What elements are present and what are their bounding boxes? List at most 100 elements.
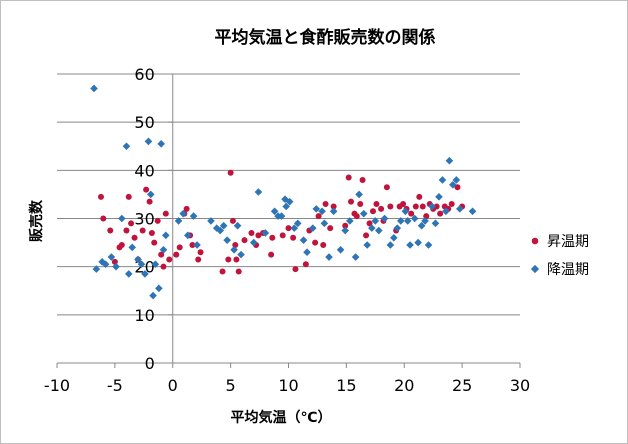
point-warming: [148, 229, 155, 236]
point-cooling: [442, 207, 450, 216]
point-warming: [118, 241, 125, 248]
point-warming: [154, 217, 161, 224]
point-warming: [279, 232, 286, 239]
point-cooling: [393, 224, 402, 232]
x-axis-title: 平均気温（℃）: [231, 409, 332, 426]
x-tick-label: 30: [510, 376, 530, 395]
point-warming: [416, 193, 423, 200]
point-cooling: [174, 217, 183, 225]
chart-title: 平均気温と食酢販売数の関係: [215, 27, 436, 48]
point-warming: [315, 213, 322, 220]
x-tick-label: -10: [44, 376, 70, 395]
point-warming: [348, 198, 355, 205]
point-cooling: [309, 224, 317, 232]
point-cooling: [90, 84, 98, 93]
point-cooling: [396, 217, 405, 225]
point-cooling: [363, 241, 372, 249]
point-warming: [454, 184, 461, 191]
point-cooling: [216, 226, 225, 235]
point-warming: [248, 229, 255, 236]
gridlines: [57, 73, 520, 316]
point-cooling: [270, 207, 279, 216]
point-warming: [219, 268, 226, 275]
point-warming: [151, 239, 158, 246]
legend-marker: [531, 237, 539, 245]
point-cooling: [341, 226, 350, 235]
point-warming: [322, 201, 329, 208]
point-cooling: [290, 224, 299, 232]
point-cooling: [410, 214, 419, 223]
point-cooling: [122, 142, 131, 151]
point-cooling: [183, 231, 192, 240]
point-cooling: [237, 250, 245, 259]
point-cooling: [149, 291, 157, 300]
point-cooling: [428, 202, 436, 211]
point-warming: [387, 203, 394, 210]
x-tick-label: 20: [394, 376, 414, 395]
point-warming: [233, 256, 240, 263]
point-cooling: [431, 219, 440, 228]
point-warming: [359, 176, 366, 183]
point-cooling: [128, 243, 137, 252]
point-warming: [345, 174, 352, 181]
point-warming: [357, 201, 364, 208]
legend-label: 降温期: [547, 262, 589, 278]
y-tick-labels: 0 10 20 30 40 50 60: [134, 65, 154, 373]
point-cooling: [456, 205, 464, 213]
point-warming: [437, 210, 444, 217]
point-cooling: [346, 217, 354, 225]
point-cooling: [233, 221, 242, 230]
point-cooling: [414, 238, 422, 247]
point-cooling: [371, 217, 380, 225]
x-tick-labels: -10 -5 0 5 10 15 20 25 30: [44, 376, 530, 395]
point-cooling: [312, 205, 321, 213]
point-warming: [227, 169, 234, 176]
y-tick-label: 60: [134, 65, 154, 84]
y-tick-label: 0: [145, 354, 155, 373]
point-cooling: [285, 197, 294, 206]
point-warming: [123, 227, 130, 234]
point-cooling: [144, 137, 153, 146]
point-warming: [268, 251, 275, 258]
point-warming: [166, 256, 173, 263]
point-warming: [255, 232, 262, 239]
point-cooling: [155, 284, 163, 293]
point-warming: [128, 220, 135, 227]
y-tick-label: 30: [134, 210, 154, 229]
point-warming: [353, 213, 360, 220]
point-warming: [176, 244, 183, 251]
point-warming: [125, 193, 132, 200]
point-warming: [225, 256, 232, 263]
point-cooling: [118, 214, 126, 223]
point-warming: [408, 210, 415, 217]
axes: [56, 73, 521, 368]
point-cooling: [219, 221, 228, 230]
point-cooling: [134, 255, 142, 264]
point-warming: [448, 201, 455, 208]
point-cooling: [299, 236, 308, 244]
point-cooling: [151, 260, 160, 269]
point-cooling: [189, 212, 198, 220]
point-cooling: [325, 253, 333, 261]
x-tick-label: 25: [452, 376, 472, 395]
data-points: [90, 84, 477, 300]
point-warming: [366, 220, 373, 227]
point-warming: [312, 239, 319, 246]
point-cooling: [368, 224, 376, 232]
point-cooling: [421, 217, 429, 225]
point-warming: [183, 205, 190, 212]
point-warming: [146, 198, 153, 205]
point-cooling: [281, 195, 289, 204]
point-warming: [302, 261, 309, 268]
point-warming: [363, 232, 370, 239]
point-cooling: [277, 212, 286, 220]
point-warming: [292, 266, 299, 273]
point-warming: [158, 251, 165, 258]
point-cooling: [390, 233, 398, 242]
x-tick-label: 10: [278, 376, 298, 395]
point-warming: [400, 201, 407, 208]
point-cooling: [351, 253, 360, 261]
point-cooling: [254, 188, 263, 196]
